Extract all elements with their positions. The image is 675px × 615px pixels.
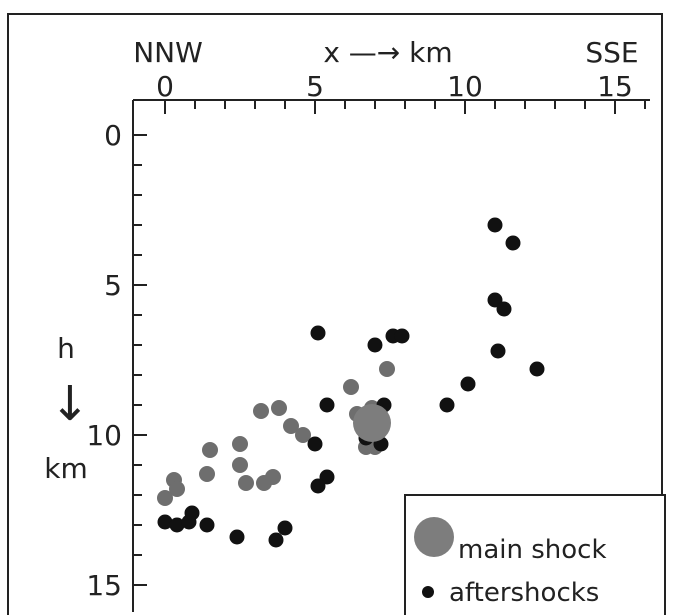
event-point [283,418,299,434]
aftershock-point [310,325,326,341]
aftershock-point [229,529,245,545]
event-point [232,436,248,452]
x-tick-label: 15 [597,70,633,103]
legend-aftershock-marker [422,586,434,598]
x-tick-label: 5 [306,70,324,103]
x-tick-label: 0 [156,70,174,103]
aftershock-point [460,376,476,392]
main-shock-point [353,404,391,442]
event-point [202,442,218,458]
event-point [169,481,185,497]
aftershock-point [529,361,545,377]
legend-box [404,494,666,615]
y-tick-label: 0 [104,119,122,152]
legend-main-shock-marker [414,517,454,557]
legend-main-shock-label: main shock [458,535,607,565]
aftershock-point [184,505,200,521]
aftershock-point [307,436,323,452]
aftershock-point [199,517,215,533]
event-point [157,490,173,506]
y-axis-label: h ↓ km [44,332,90,485]
y-axis-label-part: ↓ [50,376,90,432]
x-axis-label: x —→ km [323,36,452,69]
aftershock-point [157,514,173,530]
y-tick-label: 5 [104,269,122,302]
event-point [343,379,359,395]
aftershock-point [394,328,410,344]
y-tick-label: 10 [86,419,122,452]
event-point [238,475,254,491]
aftershock-point [319,397,335,413]
y-axis-label-part: h [57,332,75,365]
aftershock-point [487,217,503,233]
axes: 0 5 10 15 0 5 10 15 [86,70,650,612]
event-point [379,361,395,377]
event-point [199,466,215,482]
aftershock-point [505,235,521,251]
x-direction-right-label: SSE [585,36,638,69]
x-direction-left-label: NNW [133,36,203,69]
event-point [232,457,248,473]
event-point [271,400,287,416]
data-marks [157,217,545,548]
event-point [265,469,281,485]
aftershock-point [169,517,185,533]
event-point [295,427,311,443]
y-tick-label: 15 [86,569,122,602]
aftershock-point [490,343,506,359]
legend: main shock aftershocks [404,494,666,615]
aftershock-point [496,301,512,317]
aftershock-point [439,397,455,413]
aftershock-point [367,337,383,353]
x-tick-label: 10 [447,70,483,103]
legend-aftershocks-label: aftershocks [449,578,599,608]
y-axis-label-part: km [44,452,88,485]
aftershock-point [310,478,326,494]
aftershock-point [268,532,284,548]
aftershock-point [277,520,293,536]
event-point [253,403,269,419]
